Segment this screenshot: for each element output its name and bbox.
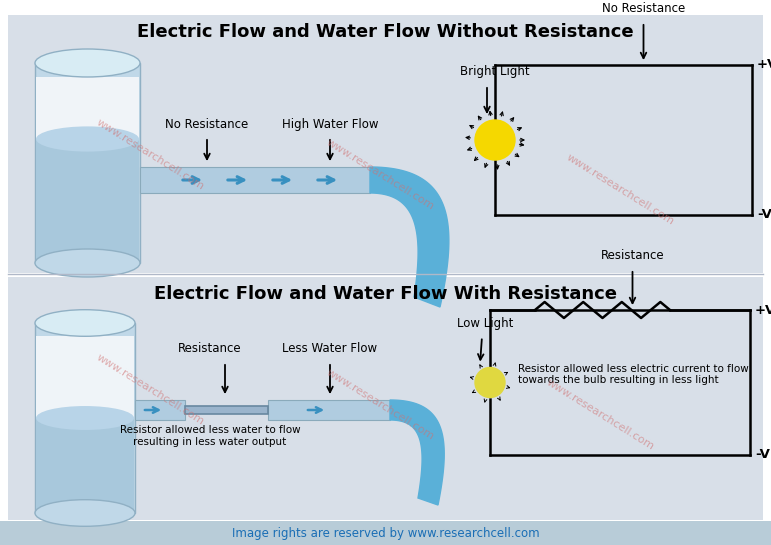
- Text: High Water Flow: High Water Flow: [281, 118, 379, 131]
- Text: www.researchcell.com: www.researchcell.com: [564, 153, 675, 227]
- Text: www.researchcell.com: www.researchcell.com: [325, 138, 436, 213]
- Bar: [35, 323, 135, 513]
- Text: Image rights are reserved by www.researchcell.com: Image rights are reserved by www.researc…: [232, 526, 539, 540]
- Polygon shape: [390, 400, 444, 505]
- Text: Less Water Flow: Less Water Flow: [282, 342, 378, 355]
- Bar: [185, 406, 268, 414]
- Text: No Resistance: No Resistance: [602, 2, 685, 15]
- Text: -V: -V: [755, 449, 770, 462]
- Bar: [8, 15, 763, 273]
- Bar: [0, 521, 771, 545]
- Text: www.researchcell.com: www.researchcell.com: [325, 368, 436, 443]
- Text: Bright Light: Bright Light: [460, 65, 530, 78]
- Ellipse shape: [35, 310, 135, 336]
- Polygon shape: [370, 167, 449, 307]
- Bar: [36, 140, 139, 262]
- Ellipse shape: [36, 126, 139, 152]
- Bar: [36, 419, 134, 512]
- Text: Resistance: Resistance: [178, 342, 242, 355]
- Text: Resistance: Resistance: [601, 249, 665, 262]
- Text: +V: +V: [755, 304, 771, 317]
- Text: www.researchcell.com: www.researchcell.com: [94, 353, 206, 427]
- Circle shape: [475, 120, 515, 160]
- Ellipse shape: [35, 49, 140, 77]
- Bar: [135, 400, 185, 420]
- Text: www.researchcell.com: www.researchcell.com: [94, 118, 206, 192]
- Text: +V: +V: [757, 58, 771, 71]
- Bar: [140, 167, 370, 193]
- Bar: [268, 400, 390, 420]
- Circle shape: [475, 367, 505, 397]
- Text: Resistor allowed less water to flow
resulting in less water output: Resistor allowed less water to flow resu…: [120, 425, 301, 446]
- Bar: [36, 336, 134, 418]
- Bar: [36, 77, 139, 139]
- Ellipse shape: [35, 500, 135, 526]
- Text: -V: -V: [757, 209, 771, 221]
- Bar: [8, 277, 763, 520]
- Text: Resistor allowed less electric current to flow
towards the bulb resulting in les: Resistor allowed less electric current t…: [518, 364, 749, 385]
- Text: No Resistance: No Resistance: [165, 118, 248, 131]
- Text: Low Light: Low Light: [456, 317, 513, 330]
- Text: www.researchcell.com: www.researchcell.com: [544, 378, 655, 452]
- Bar: [35, 63, 140, 263]
- Ellipse shape: [35, 249, 140, 277]
- Ellipse shape: [36, 406, 134, 430]
- Text: Electric Flow and Water Flow With Resistance: Electric Flow and Water Flow With Resist…: [154, 285, 617, 303]
- Text: Electric Flow and Water Flow Without Resistance: Electric Flow and Water Flow Without Res…: [137, 23, 634, 41]
